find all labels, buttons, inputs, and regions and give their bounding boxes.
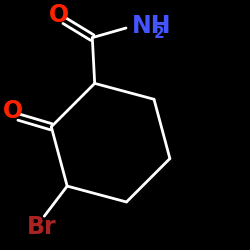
Text: O: O bbox=[48, 3, 69, 27]
Text: O: O bbox=[3, 99, 23, 123]
Text: Br: Br bbox=[27, 215, 57, 239]
Text: NH: NH bbox=[132, 14, 172, 38]
Text: 2: 2 bbox=[154, 26, 164, 41]
